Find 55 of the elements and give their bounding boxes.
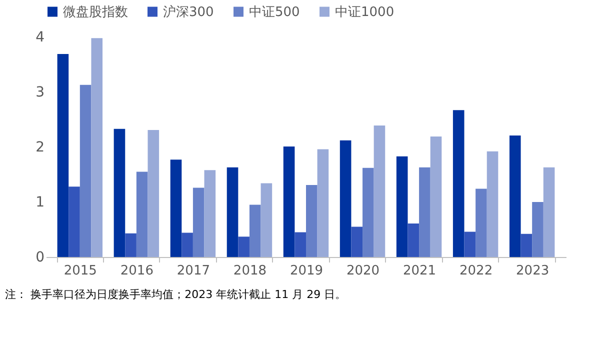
bar [351,226,363,257]
bar [170,160,182,257]
y-tick-label: 4 [36,30,45,46]
bar [57,54,69,257]
y-tick-label: 3 [36,84,44,100]
x-tick-label: 2015 [64,264,97,278]
bar [80,84,92,257]
bar [260,183,272,257]
bar [294,232,306,257]
bar [148,130,160,257]
x-tick-label: 2018 [233,264,267,278]
bar [374,126,386,257]
bar [486,151,498,257]
y-tick-label: 2 [36,140,44,156]
x-tick-label: 2020 [346,264,380,278]
bar [509,135,521,257]
bar [226,167,238,257]
bar [192,188,204,257]
bar [464,232,476,257]
legend-label: 沪深300 [163,4,214,20]
bar [340,140,352,257]
bar [396,156,408,257]
text: 注： 换手率口径为日度换手率均值；2023 年统计截止 11 月 29 日。 [5,288,346,301]
bar [408,223,420,257]
bar [476,188,487,257]
y-tick-label: 1 [36,194,44,210]
x-tick-label: 2016 [120,264,154,278]
legend-label: 中证1000 [335,4,394,20]
x-tick-label: 2017 [176,264,210,278]
legend-label: 中证500 [249,4,300,20]
bar [204,170,216,257]
x-tick-label: 2023 [516,264,550,278]
bar [317,149,329,257]
bar [182,232,193,257]
y-tick-label: 0 [36,250,44,266]
bar [543,167,555,257]
bar [125,233,136,257]
bar [520,234,532,257]
bar [419,167,430,257]
bar [362,168,374,257]
x-tick-label: 2022 [460,264,493,278]
bar [452,110,464,257]
bar [430,136,442,257]
bar [91,38,103,257]
bar [532,202,544,257]
bar [238,236,250,257]
bar [283,146,295,257]
legend-label: 微盘股指数 [63,4,128,20]
bar [306,184,318,257]
bar [114,128,126,257]
x-tick-label: 2019 [290,264,324,278]
bar [68,186,80,257]
bar [249,204,261,257]
bar [136,172,148,257]
x-tick-label: 2021 [402,264,436,278]
